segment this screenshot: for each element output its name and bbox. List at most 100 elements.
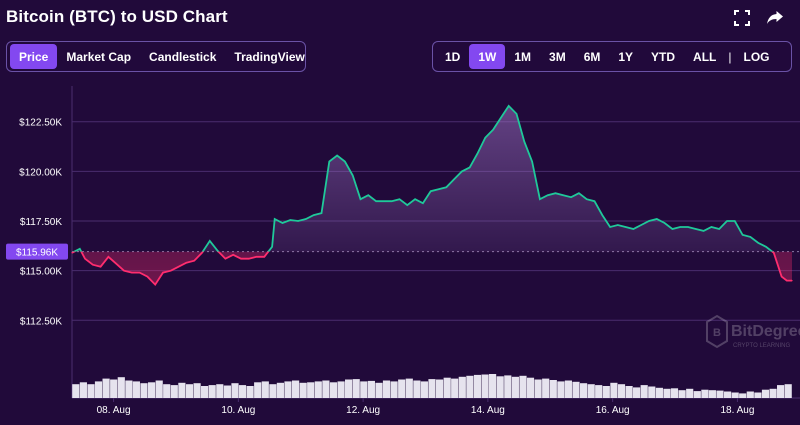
log-scale-toggle[interactable]: LOG [743,49,770,64]
data-point [791,280,793,282]
volume-bar [557,381,565,398]
volume-bar [420,381,428,398]
data-point [232,254,234,256]
price-line [71,104,793,287]
range-tab-3m[interactable]: 3M [549,49,566,64]
data-point [406,204,408,206]
volume-bar [534,379,542,398]
data-point [107,256,109,258]
range-tab-1d[interactable]: 1D [445,49,461,64]
data-point [734,220,736,222]
data-point [115,263,117,265]
data-point [492,129,494,131]
watermark-name: BitDegree [731,323,800,340]
volume-bar [519,375,527,398]
data-point [554,192,557,194]
data-point [375,200,377,202]
price-tag-box [6,243,68,260]
data-point [328,160,330,163]
data-point [749,236,752,238]
share-button[interactable] [765,8,785,28]
data-point [139,272,141,274]
volume-bar [201,386,209,398]
data-point [570,196,572,198]
data-point [523,141,525,143]
volume-bar [701,389,709,398]
volume-bar [466,375,474,398]
range-tab-all[interactable]: ALL [693,49,717,64]
data-point [765,246,767,248]
data-point [453,178,455,180]
volume-bar [375,382,383,398]
volume-bar [640,385,648,398]
data-point [601,214,603,216]
volume-bar [238,385,247,398]
view-tab-market-cap[interactable]: Market Cap [66,49,132,64]
volume-bar [617,384,626,398]
x-axis: 08. Aug 10. Aug 12. Aug 14. Aug 16. Aug 18. A… [97,398,754,416]
current-price-label: $115.96K [16,248,58,259]
volume-bar [382,380,391,398]
area-fill [72,105,792,285]
data-point [718,228,720,230]
volume-bar [284,381,292,398]
volume-bar [163,384,171,398]
data-point [154,284,156,286]
volume-bar [337,381,345,398]
bitdegree-watermark: B BitDegree CRYPTO LEARNING [706,314,800,349]
view-tab-candlestick[interactable]: Candlestick [149,49,217,64]
range-tab-6m[interactable]: 6M [583,49,601,64]
volume-bar [595,385,603,398]
x-tick-label: 18. Aug [720,405,754,416]
range-tab-1w[interactable]: 1W [469,44,506,69]
volume-bar [87,384,95,398]
volume-bar [178,382,186,398]
range-tab-1m[interactable]: 1M [514,49,532,64]
data-point [209,240,211,242]
data-point [263,256,265,258]
volume-bar [564,380,572,398]
data-point [664,222,666,224]
volume-bar [602,386,610,398]
y-tick-label: $112.50K [20,316,62,327]
volume-bar [716,390,724,398]
data-point [508,105,510,107]
data-point [79,248,81,250]
volume-bar [314,381,322,398]
volume-bar [117,377,125,398]
share-arrow-icon [767,11,783,24]
x-tick-label: 12. Aug [346,405,380,416]
volume-bar [708,390,716,398]
volume-bar [746,391,754,398]
volume-bar [261,381,269,398]
volume-bar [587,384,595,398]
data-point [445,186,447,188]
volume-bar [572,381,580,398]
view-tabs: Price Market Cap Candlestick TradingView [6,41,306,72]
volume-bar [398,379,406,398]
page-title: Bitcoin (BTC) to USD Chart [6,7,228,26]
view-tab-tradingview[interactable]: TradingView [234,49,305,64]
data-point [92,264,94,266]
volume-bar [254,382,262,398]
fullscreen-button[interactable] [732,8,752,28]
volume-bar [170,385,178,398]
data-point [609,226,611,228]
data-point [240,258,242,260]
data-point [248,258,250,260]
data-point [593,200,596,202]
data-point [193,260,195,262]
volume-bar [269,384,277,398]
data-point [131,272,133,274]
data-point [656,218,658,220]
volume-bar [292,380,300,398]
range-tab-1y[interactable]: 1Y [618,49,634,64]
view-tab-price[interactable]: Price [10,44,58,69]
volume-bar [686,388,694,398]
range-tab-ytd[interactable]: YTD [651,49,676,64]
logo-mark: B [713,327,721,339]
volume-bar [443,377,451,398]
data-point [71,252,73,254]
volume-bar [140,383,148,398]
